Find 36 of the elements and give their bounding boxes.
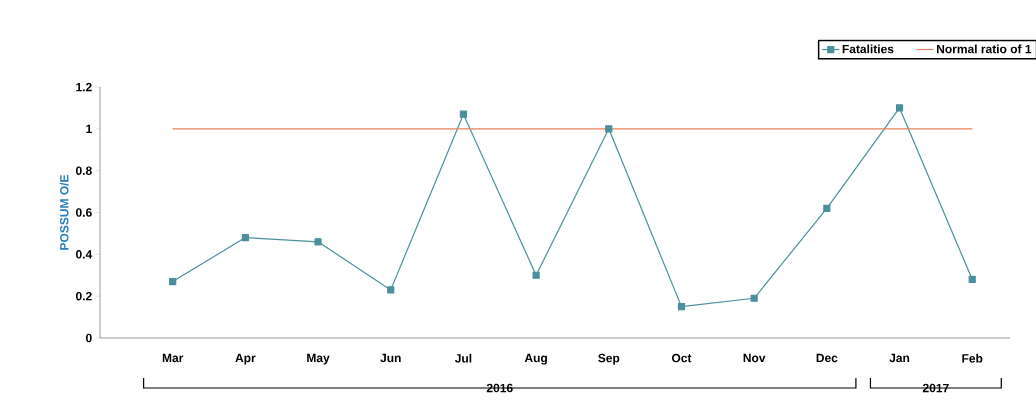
point	[532, 271, 540, 279]
y-tick-label: 0.4	[75, 250, 93, 259]
point	[677, 303, 686, 311]
point	[605, 125, 613, 133]
x-tick-label: Feb	[962, 353, 983, 363]
legend-label: Fatalities	[842, 44, 894, 54]
x-tick-label: Jan	[889, 353, 910, 363]
x-tick-label: Nov	[743, 353, 766, 363]
x-tick-label: Aug	[524, 353, 547, 365]
point	[314, 238, 322, 246]
point	[968, 275, 976, 284]
x-tick-label: May	[307, 353, 330, 365]
x-tick-label: Sep	[598, 353, 620, 365]
x-tick-label: Jul	[454, 353, 472, 363]
text: 2016	[486, 383, 513, 393]
y-tick-label: 0.8	[75, 166, 92, 175]
point	[169, 277, 177, 286]
x-tick-label: Mar	[162, 353, 184, 363]
x-tick-label: Apr	[235, 353, 256, 365]
y-tick-label: 0.6	[75, 208, 92, 217]
legend-label: Normal ratio of 1	[937, 44, 1032, 54]
x-tick-label: Jun	[380, 353, 401, 363]
y-tick-label: 0	[86, 333, 92, 343]
y-tick-label: 1	[86, 124, 92, 133]
point	[387, 286, 395, 294]
x-tick-label: Dec	[816, 353, 838, 363]
point	[241, 234, 249, 242]
point	[459, 110, 468, 118]
y-axis-title: POSSUM O/E	[59, 174, 69, 250]
point	[823, 204, 831, 212]
point	[895, 104, 904, 112]
y-tick-label: 1.2	[76, 82, 92, 92]
x-tick-label: Oct	[671, 353, 692, 363]
point	[750, 294, 758, 302]
y-tick-label: 0.2	[75, 291, 92, 301]
text: 2017	[922, 383, 949, 393]
